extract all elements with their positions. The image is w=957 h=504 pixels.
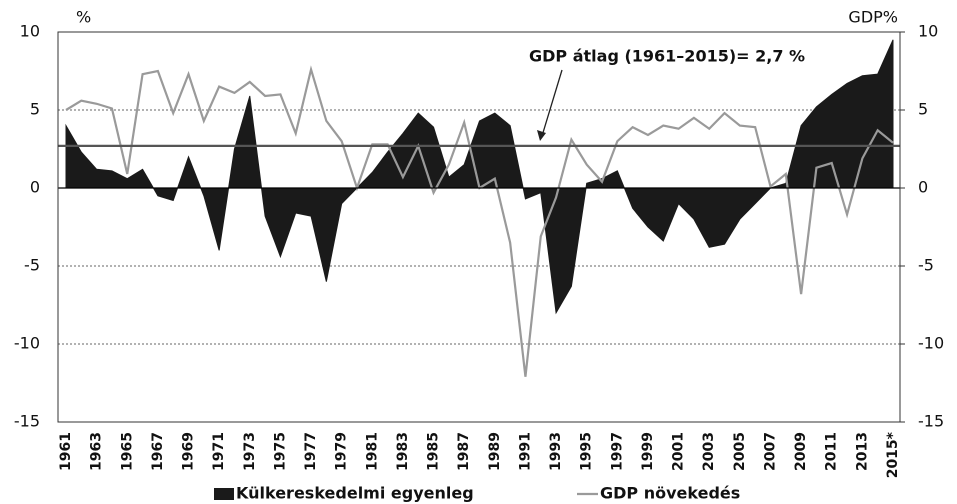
x-tick-label: 1969 xyxy=(181,432,197,471)
legend-label: Külkereskedelmi egyenleg xyxy=(236,484,474,503)
y-unit-label: % xyxy=(76,8,91,27)
y-tick-label: -5 xyxy=(24,256,40,275)
y2-tick-label: -15 xyxy=(918,412,944,431)
x-tick-label: 1989 xyxy=(487,432,503,471)
x-tick-label: 2015* xyxy=(885,431,901,478)
x-tick-label: 1991 xyxy=(517,432,533,471)
x-tick-label: 1971 xyxy=(211,432,227,471)
y-tick-label: -15 xyxy=(14,412,40,431)
x-tick-label: 1965 xyxy=(119,432,135,471)
y2-tick-label: 5 xyxy=(918,100,928,119)
y-tick-label: 10 xyxy=(20,22,40,41)
x-tick-label: 1999 xyxy=(640,432,656,471)
y-tick-label: 5 xyxy=(30,100,40,119)
x-tick-label: 1963 xyxy=(89,432,105,471)
x-tick-label: 2011 xyxy=(824,432,840,471)
x-tick-label: 1973 xyxy=(242,432,258,471)
x-tick-label: 1977 xyxy=(303,432,319,471)
x-tick-label: 1995 xyxy=(579,432,595,471)
y-tick-label: 0 xyxy=(30,178,40,197)
x-tick-label: 1979 xyxy=(334,432,350,471)
y2-tick-label: 10 xyxy=(918,22,938,41)
arrow-head xyxy=(537,130,546,141)
x-tick-label: 1961 xyxy=(58,432,74,471)
area xyxy=(65,39,894,315)
x-tick-label: 2007 xyxy=(762,432,778,471)
x-tick-label: 1967 xyxy=(150,432,166,471)
y2-tick-label: 0 xyxy=(918,178,928,197)
legend-label: GDP növekedés xyxy=(600,484,740,503)
x-tick-label: 1975 xyxy=(272,432,288,471)
x-tick-label: 1981 xyxy=(364,432,380,471)
annotation-arrow xyxy=(541,69,563,137)
plot-frame xyxy=(57,31,901,423)
x-tick-label: 2013 xyxy=(854,432,870,471)
y2-tick-label: -5 xyxy=(918,256,934,275)
y2-unit-label: GDP% xyxy=(848,8,898,27)
x-tick-label: 1985 xyxy=(426,432,442,471)
legend-swatch xyxy=(214,488,234,500)
x-tick-label: 1983 xyxy=(395,432,411,471)
x-tick-label: 2003 xyxy=(701,432,717,471)
x-tick-label: 2005 xyxy=(732,432,748,471)
x-tick-label: 1987 xyxy=(456,432,472,471)
x-tick-label: 2001 xyxy=(671,432,687,471)
y2-tick-label: -10 xyxy=(918,334,944,353)
annotation: GDP átlag (1961–2015)= 2,7 % xyxy=(529,47,805,66)
x-tick-label: 2009 xyxy=(793,432,809,471)
y-tick-label: -10 xyxy=(14,334,40,353)
x-tick-label: 1993 xyxy=(548,432,564,471)
line xyxy=(65,65,894,377)
x-tick-label: 1997 xyxy=(609,432,625,471)
